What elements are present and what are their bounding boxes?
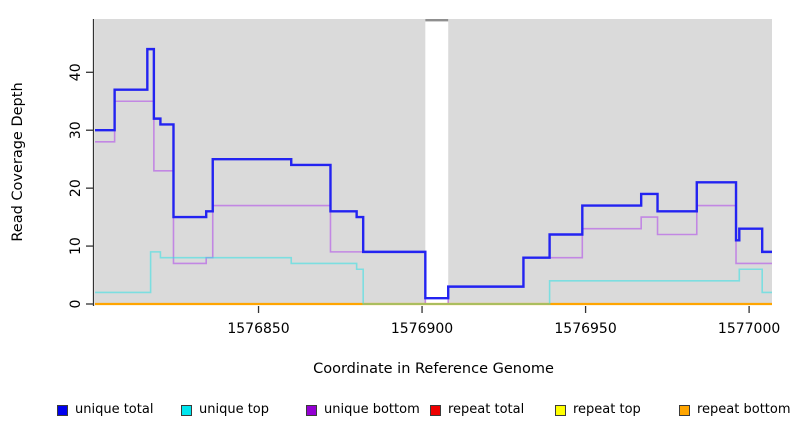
- gap-band-top-cap: [425, 19, 449, 22]
- legend-swatch: [57, 404, 68, 416]
- y-tick-label: 40: [68, 63, 84, 81]
- legend-label: repeat bottom: [697, 402, 791, 417]
- y-tick-label: 30: [68, 121, 84, 139]
- x-tick-label: 1577000: [718, 321, 780, 337]
- y-tick-label: 0: [68, 300, 84, 309]
- legend-swatch: [555, 404, 566, 416]
- y-tick-label: 20: [68, 179, 84, 197]
- legend-swatch: [430, 404, 441, 416]
- coverage-chart: 0 10 20 30 40 1576850 1576900 1576950 1577000: [68, 19, 780, 337]
- legend-item-unique-total: unique total: [57, 401, 153, 419]
- y-axis-title: Read Coverage Depth: [10, 82, 26, 242]
- legend-label: unique top: [199, 402, 270, 417]
- legend-swatch: [181, 404, 192, 416]
- x-tick-label: 1576850: [227, 321, 289, 337]
- legend: unique total unique top unique bottom repea…: [0, 401, 792, 423]
- legend-item-unique-bottom: unique bottom: [306, 401, 420, 419]
- gap-band: [425, 19, 449, 304]
- legend-swatch: [679, 404, 690, 416]
- legend-label: repeat total: [448, 402, 525, 417]
- legend-item-unique-top: unique top: [181, 401, 269, 419]
- x-tick-label: 1576950: [554, 321, 616, 337]
- series-line-unique-total: [95, 47, 772, 300]
- legend-swatch: [306, 404, 317, 416]
- x-axis-title: Coordinate in Reference Genome: [313, 361, 554, 377]
- legend-label: unique bottom: [324, 402, 420, 417]
- legend-item-repeat-total: repeat total: [430, 401, 524, 419]
- series-line-unique-top: [95, 251, 772, 305]
- y-tick-label: 10: [68, 237, 84, 255]
- legend-item-repeat-bottom: repeat bottom: [679, 401, 791, 419]
- legend-label: unique total: [75, 402, 154, 417]
- legend-item-repeat-top: repeat top: [555, 401, 641, 419]
- legend-label: repeat top: [573, 402, 641, 417]
- x-tick-label: 1576900: [391, 321, 453, 337]
